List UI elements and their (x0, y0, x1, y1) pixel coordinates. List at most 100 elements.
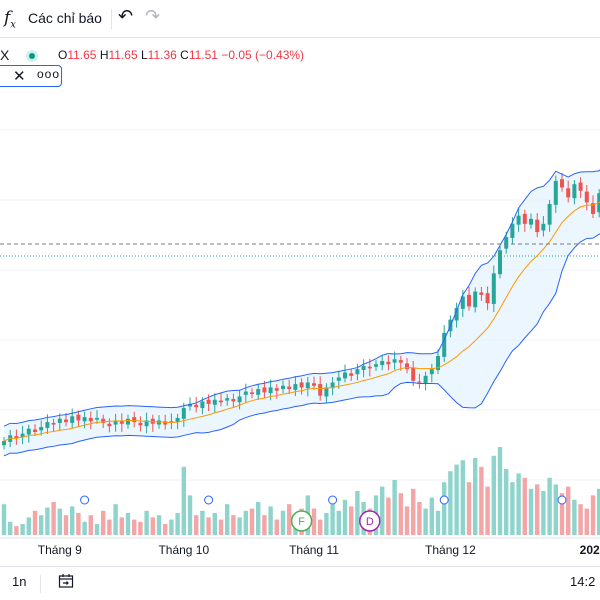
candle-body[interactable] (553, 180, 558, 205)
candle-body[interactable] (411, 367, 416, 381)
candle-body[interactable] (281, 385, 285, 390)
candle-body[interactable] (206, 399, 211, 404)
candle-body[interactable] (405, 363, 409, 370)
candle-body[interactable] (380, 360, 385, 366)
candle-body[interactable] (113, 420, 118, 425)
candle-body[interactable] (287, 386, 292, 390)
candle-body[interactable] (70, 416, 75, 423)
candle-body[interactable] (274, 388, 279, 391)
candle-body[interactable] (188, 403, 192, 407)
candle-body[interactable] (473, 291, 478, 308)
candle-body[interactable] (268, 387, 273, 394)
candle-body[interactable] (541, 223, 546, 231)
candle-body[interactable] (386, 361, 391, 365)
candle-body[interactable] (126, 418, 130, 425)
candle-body[interactable] (374, 364, 378, 367)
event-marker[interactable] (204, 495, 214, 505)
candle-body[interactable] (454, 308, 459, 321)
candle-body[interactable] (212, 399, 217, 405)
candle-body[interactable] (243, 391, 248, 395)
candle-body[interactable] (429, 369, 434, 375)
candle-body[interactable] (423, 375, 428, 384)
candle-body[interactable] (336, 377, 341, 381)
candle-body[interactable] (324, 387, 329, 397)
candle-body[interactable] (572, 184, 577, 199)
earnings-marker[interactable] (290, 510, 313, 532)
undo-icon[interactable]: ↶ (118, 6, 134, 26)
redo-icon[interactable]: ↷ (145, 6, 161, 26)
candle-body[interactable] (584, 191, 589, 203)
candle-body[interactable] (57, 418, 62, 423)
candle-body[interactable] (132, 417, 137, 423)
candle-body[interactable] (349, 373, 354, 376)
event-marker[interactable] (80, 495, 90, 505)
candle-body[interactable] (547, 204, 552, 225)
interval-button[interactable]: 1n (12, 574, 27, 589)
candle-body[interactable] (299, 382, 304, 388)
candle-body[interactable] (107, 423, 112, 427)
indicator-chip[interactable]: ✕ ooo (0, 65, 62, 87)
candle-body[interactable] (516, 215, 521, 225)
candle-body[interactable] (355, 369, 360, 375)
candle-body[interactable] (467, 294, 471, 307)
candle-body[interactable] (39, 427, 44, 431)
candle-body[interactable] (14, 436, 19, 439)
candle-body[interactable] (566, 188, 571, 198)
candle-body[interactable] (157, 420, 161, 425)
candle-body[interactable] (181, 408, 186, 419)
symbol-label[interactable]: X (0, 47, 10, 63)
candle-body[interactable] (361, 365, 366, 371)
candle-body[interactable] (367, 366, 372, 369)
candle-body[interactable] (51, 422, 56, 425)
event-marker[interactable] (328, 495, 338, 505)
candle-body[interactable] (20, 433, 25, 437)
candle-body[interactable] (293, 384, 298, 390)
candle-body[interactable] (398, 360, 403, 363)
candle-body[interactable] (591, 203, 595, 214)
candle-body[interactable] (163, 421, 168, 425)
candle-body[interactable] (529, 218, 533, 225)
candle-body[interactable] (330, 382, 335, 389)
candle-body[interactable] (175, 417, 180, 423)
candle-body[interactable] (392, 359, 397, 363)
candle-body[interactable] (560, 179, 564, 188)
candle-body[interactable] (138, 422, 143, 426)
candle-body[interactable] (498, 250, 502, 275)
candle-body[interactable] (82, 417, 87, 422)
candle-body[interactable] (219, 400, 223, 403)
candle-body[interactable] (250, 392, 254, 394)
event-marker[interactable] (557, 495, 567, 505)
candle-body[interactable] (2, 441, 6, 446)
candle-body[interactable] (491, 273, 496, 304)
candle-body[interactable] (522, 213, 527, 224)
candle-body[interactable] (262, 387, 267, 393)
close-icon[interactable]: ✕ (13, 68, 26, 85)
candle-body[interactable] (479, 292, 484, 295)
candle-body[interactable] (101, 418, 106, 423)
event-marker[interactable] (439, 495, 449, 505)
candle-body[interactable] (144, 420, 149, 427)
candle-body[interactable] (318, 384, 323, 396)
candle-body[interactable] (578, 182, 583, 191)
candle-body[interactable] (45, 422, 50, 428)
candle-body[interactable] (510, 223, 515, 238)
candle-body[interactable] (436, 356, 440, 371)
candle-body[interactable] (231, 398, 236, 402)
candle-body[interactable] (417, 381, 422, 383)
candle-body[interactable] (343, 372, 347, 379)
candle-body[interactable] (26, 428, 31, 435)
indicators-button[interactable]: Các chỉ báo (28, 10, 102, 26)
candle-body[interactable] (535, 219, 540, 233)
candle-body[interactable] (200, 401, 205, 409)
candle-body[interactable] (485, 293, 490, 304)
candle-body[interactable] (194, 404, 199, 408)
more-icon[interactable]: ooo (37, 67, 61, 81)
candle-body[interactable] (225, 398, 230, 401)
candle-body[interactable] (237, 396, 242, 403)
candle-body[interactable] (305, 382, 310, 389)
dividend-marker[interactable] (359, 510, 381, 532)
candle-body[interactable] (95, 417, 99, 420)
candle-body[interactable] (88, 417, 93, 422)
candle-body[interactable] (119, 421, 124, 424)
